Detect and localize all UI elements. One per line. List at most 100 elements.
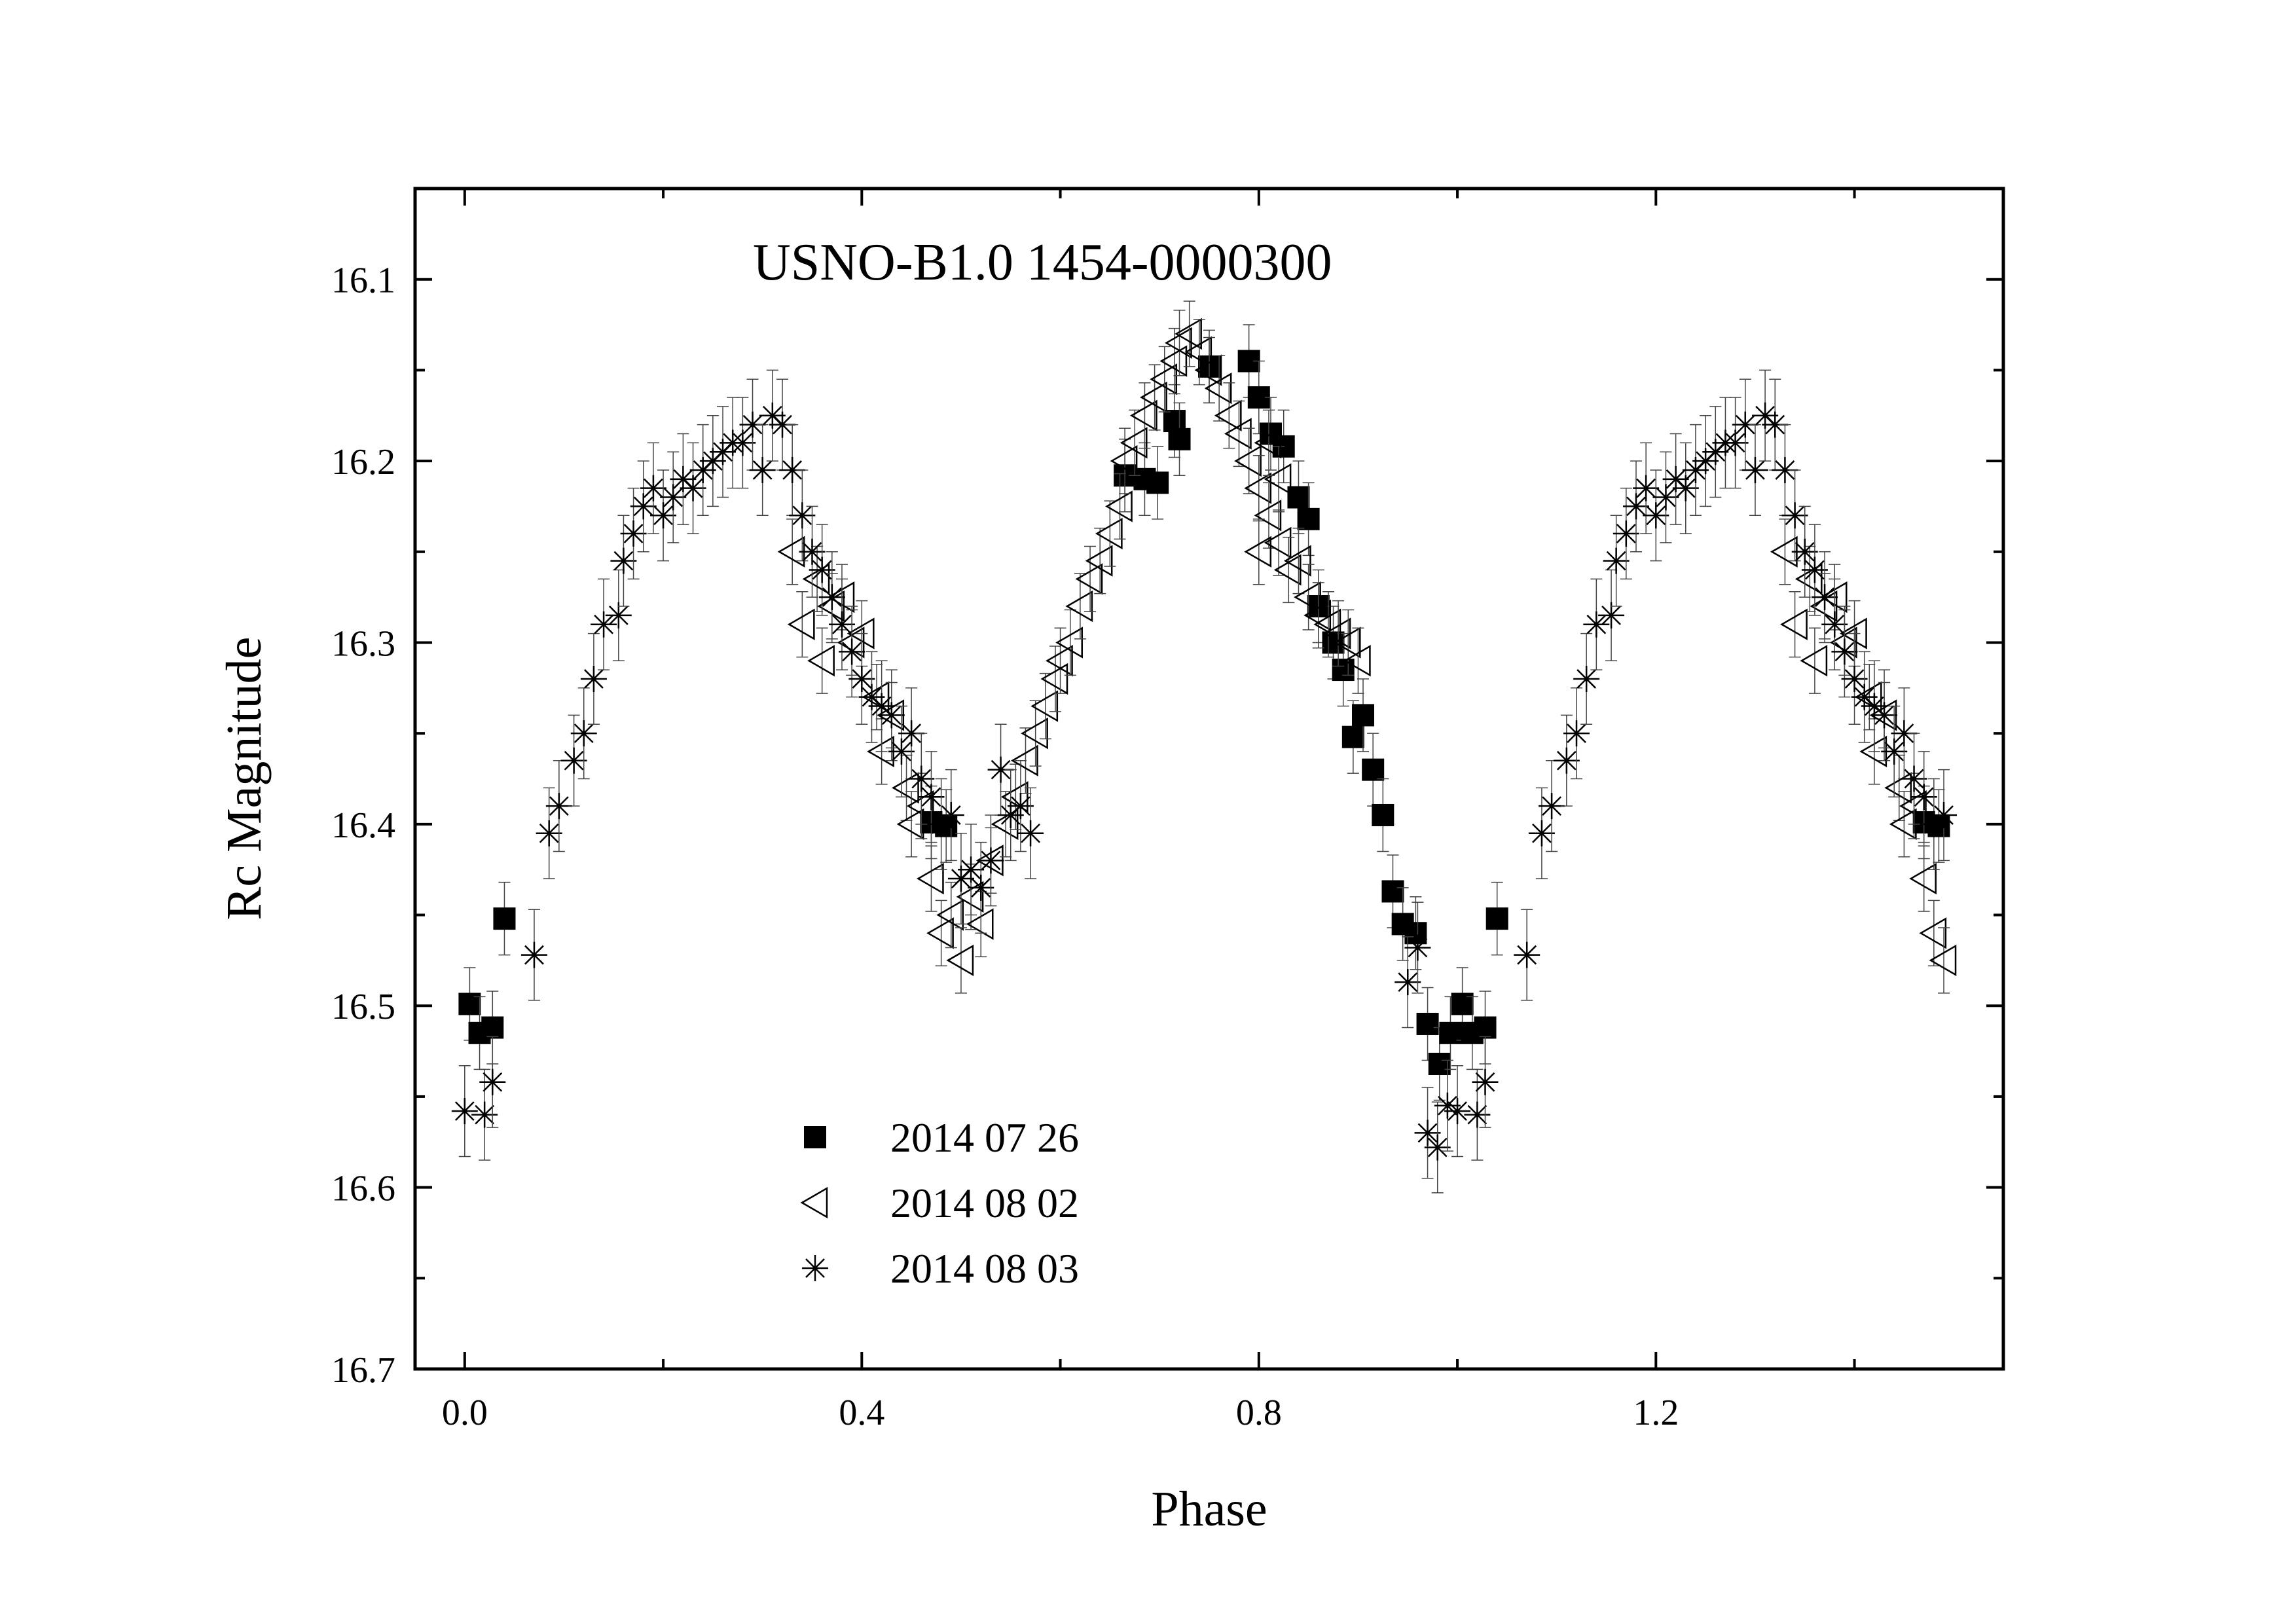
chart-title: USNO-B1.0 1454-0000300 bbox=[753, 234, 1332, 291]
data-point bbox=[818, 584, 845, 611]
data-point bbox=[1909, 862, 1937, 895]
data-point bbox=[977, 847, 1004, 874]
data-point bbox=[1643, 502, 1669, 529]
data-point bbox=[1105, 490, 1133, 522]
data-point bbox=[1485, 907, 1508, 930]
data-point bbox=[1404, 922, 1427, 945]
data-point bbox=[620, 520, 647, 547]
data-point bbox=[779, 456, 806, 483]
data-point bbox=[1732, 411, 1758, 438]
x-axis-ticks: 0.0 0.4 0.8 1.2 bbox=[442, 189, 1856, 1433]
legend-marker bbox=[800, 1186, 828, 1219]
data-point bbox=[1175, 318, 1202, 350]
data-point bbox=[1472, 1068, 1499, 1095]
data-point bbox=[1840, 617, 1867, 649]
data-point bbox=[1254, 427, 1282, 459]
data-point bbox=[1065, 590, 1093, 623]
data-point bbox=[1394, 969, 1421, 996]
data-point bbox=[991, 808, 1019, 841]
data-point bbox=[1341, 725, 1364, 748]
data-point bbox=[1010, 744, 1038, 776]
data-point bbox=[848, 665, 875, 692]
data-point bbox=[471, 1101, 498, 1128]
error-bar bbox=[1233, 400, 1245, 467]
data-point bbox=[759, 402, 786, 429]
data-point bbox=[1110, 445, 1138, 477]
data-point bbox=[1428, 1052, 1451, 1075]
error-bar bbox=[1252, 519, 1265, 585]
legend-label: 2014 08 02 bbox=[890, 1180, 1079, 1226]
data-point bbox=[878, 702, 905, 729]
error-bar bbox=[1029, 700, 1042, 767]
data-point bbox=[1891, 720, 1918, 747]
data-point bbox=[1244, 472, 1272, 504]
error-bar bbox=[1789, 591, 1801, 658]
error-bar bbox=[1779, 519, 1791, 585]
error-bar bbox=[1104, 500, 1116, 567]
error-bar bbox=[786, 519, 799, 585]
error-bar bbox=[1213, 355, 1226, 422]
error-bar bbox=[1158, 346, 1171, 412]
data-point bbox=[888, 738, 915, 765]
data-point bbox=[987, 756, 1014, 783]
data-point bbox=[1841, 665, 1868, 692]
data-point bbox=[1831, 638, 1858, 665]
data-point bbox=[807, 645, 835, 677]
error-bar bbox=[1084, 545, 1097, 613]
data-point bbox=[1030, 690, 1059, 722]
legend-label: 2014 07 26 bbox=[890, 1114, 1079, 1161]
y-axis-ticks: 16.1 16.2 16.3 16.4 16.5 16.6 16.7 bbox=[331, 261, 2003, 1391]
data-point bbox=[847, 617, 875, 649]
data-point bbox=[928, 811, 955, 837]
data-point bbox=[809, 556, 835, 583]
data-point bbox=[1598, 602, 1625, 629]
y-tick-label: 16.3 bbox=[331, 623, 395, 664]
data-point bbox=[1332, 659, 1355, 682]
data-point bbox=[1352, 704, 1375, 727]
error-bar bbox=[925, 845, 938, 912]
data-point bbox=[1929, 944, 1957, 977]
data-point bbox=[1539, 793, 1565, 820]
data-marks bbox=[451, 301, 1958, 1194]
data-point bbox=[1264, 526, 1292, 559]
data-point bbox=[799, 538, 826, 565]
data-point bbox=[1129, 399, 1157, 431]
error-bar bbox=[816, 627, 828, 694]
error-bar bbox=[1168, 327, 1180, 395]
data-point bbox=[1224, 418, 1252, 450]
data-point bbox=[862, 681, 890, 713]
error-bar bbox=[955, 927, 967, 994]
data-point bbox=[1474, 1016, 1497, 1039]
data-point bbox=[1294, 581, 1321, 613]
data-point bbox=[1075, 563, 1103, 595]
data-point bbox=[858, 684, 885, 710]
error-bar bbox=[1074, 573, 1086, 640]
data-point bbox=[699, 448, 726, 475]
error-bar bbox=[1312, 582, 1324, 649]
data-point bbox=[493, 907, 516, 930]
data-point bbox=[1414, 1120, 1441, 1146]
data-point bbox=[936, 899, 964, 931]
series-3 bbox=[451, 369, 1958, 1194]
error-bar bbox=[1183, 301, 1195, 367]
y-tick-label: 16.4 bbox=[331, 805, 395, 846]
error-bar bbox=[1893, 754, 1905, 822]
error-bar bbox=[1223, 382, 1235, 449]
data-point bbox=[689, 456, 716, 483]
data-point bbox=[1795, 563, 1823, 595]
data-point bbox=[938, 801, 964, 828]
data-point bbox=[1404, 934, 1431, 961]
data-point bbox=[1333, 627, 1361, 659]
x-tick-label: 1.2 bbox=[1633, 1393, 1679, 1433]
data-point bbox=[1563, 720, 1590, 747]
y-axis-title: Rc Magnitude bbox=[217, 637, 272, 921]
error-bar bbox=[1938, 927, 1950, 994]
data-point bbox=[1021, 717, 1048, 750]
data-point bbox=[570, 720, 597, 747]
data-point bbox=[1899, 790, 1927, 822]
data-point bbox=[660, 484, 687, 511]
data-point bbox=[1752, 402, 1779, 429]
error-bar bbox=[1148, 364, 1161, 431]
data-point bbox=[1254, 500, 1282, 532]
legend: 2014 07 26 2014 08 02 2014 08 03 bbox=[800, 1114, 1079, 1292]
